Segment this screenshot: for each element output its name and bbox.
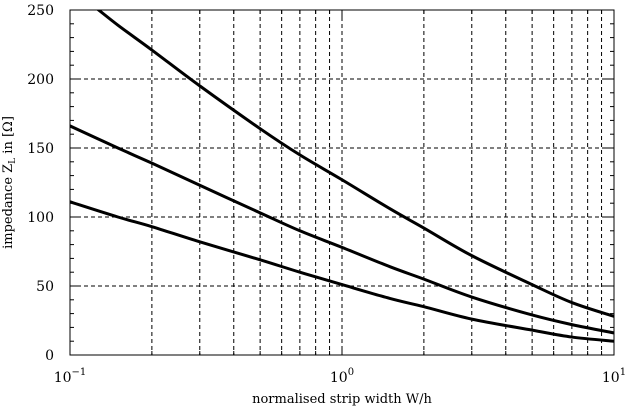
x-tick-label-exponent: 1 [620, 367, 626, 378]
series-line-1 [96, 10, 614, 318]
series-line-3 [70, 200, 614, 343]
y-tick-label: 150 [27, 141, 54, 157]
y-axis-title-subscript: L [8, 158, 18, 164]
y-axis-title: impedance ZL in [Ω] [1, 116, 18, 249]
axis-ticks [69, 9, 615, 356]
x-tick-label: 10−1 [54, 367, 87, 386]
y-axis-title-prefix: impedance Z [1, 164, 16, 249]
x-tick-label: 100 [330, 367, 354, 386]
x-tick-label-exponent: −1 [72, 367, 87, 378]
y-tick-label: 250 [27, 3, 54, 19]
x-tick-label-base: 10 [54, 370, 72, 386]
y-tick-label: 100 [27, 210, 54, 226]
x-tick-label-base: 10 [602, 370, 620, 386]
x-tick-label-base: 10 [330, 370, 348, 386]
y-tick-label: 50 [36, 279, 54, 295]
x-tick-label-exponent: 0 [348, 367, 354, 378]
y-axis-title-suffix: in [Ω] [1, 116, 16, 158]
series-lines [70, 10, 614, 343]
grid-lines [70, 10, 614, 355]
x-tick-label: 101 [602, 367, 626, 386]
series-line-2 [70, 124, 614, 335]
x-tick-labels: 10−1 100 101 [54, 367, 626, 386]
x-axis-title: normalised strip width W/h [252, 392, 432, 407]
y-tick-labels: 0 50 100 150 200 250 [27, 3, 54, 364]
y-tick-label: 0 [45, 348, 54, 364]
y-tick-label: 200 [27, 72, 54, 88]
